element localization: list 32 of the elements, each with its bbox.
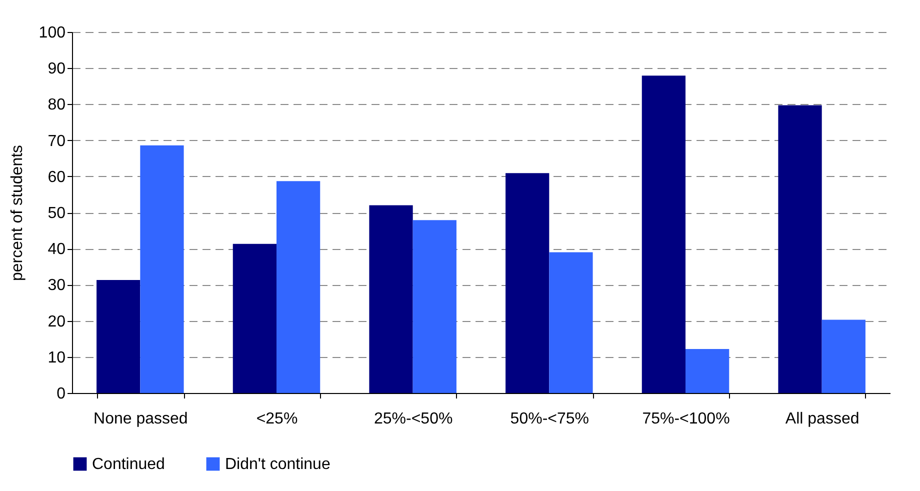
- legend-label: Didn't continue: [225, 456, 330, 473]
- bar: [140, 145, 184, 393]
- y-tick-label: 10: [48, 349, 66, 366]
- y-tick-label: 80: [48, 96, 66, 114]
- y-tick-label: 100: [38, 24, 66, 42]
- y-tick-label: 40: [48, 241, 66, 258]
- y-tick-label: 60: [48, 168, 66, 186]
- bar: [549, 252, 593, 393]
- x-tick-label: 50%-<75%: [510, 410, 590, 428]
- y-tick-label: 50: [48, 205, 66, 222]
- y-tick-label: 70: [48, 132, 66, 150]
- x-tick-label: <25%: [256, 410, 298, 428]
- bar: [276, 181, 320, 393]
- bar: [412, 220, 456, 393]
- bar: [686, 348, 730, 393]
- bar: [642, 76, 686, 393]
- bar: [506, 173, 550, 393]
- bar: [369, 205, 413, 393]
- y-tick-label: 30: [48, 277, 66, 294]
- y-axis-title: percent of students: [8, 144, 26, 282]
- x-tick-label: 25%-<50%: [374, 410, 453, 428]
- y-tick-label: 20: [48, 313, 66, 330]
- x-tick-label: 75%-<100%: [642, 410, 730, 428]
- x-tick-label: None passed: [94, 410, 188, 428]
- y-tick-label: 0: [56, 386, 66, 402]
- bar: [96, 280, 140, 393]
- y-tick-label: 90: [48, 60, 66, 78]
- x-tick-label: All passed: [785, 410, 860, 428]
- bar: [232, 244, 276, 393]
- legend-label: Continued: [92, 456, 165, 473]
- bar: [778, 105, 822, 393]
- bar: [822, 320, 866, 393]
